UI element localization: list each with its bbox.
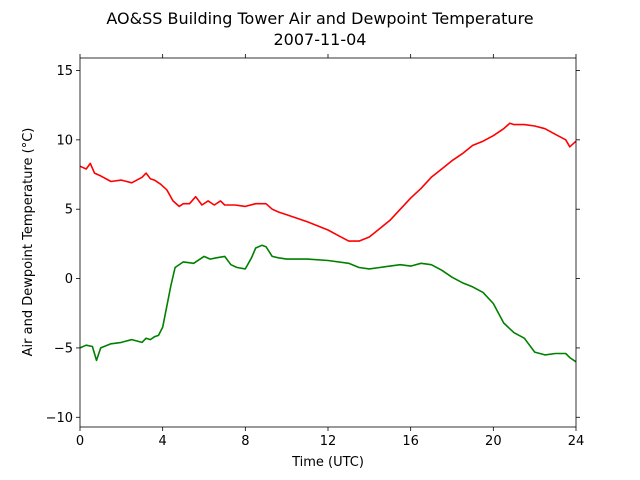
chart-subtitle: 2007-11-04: [274, 30, 367, 49]
x-tick-label-4: 16: [402, 434, 419, 449]
plot-frame: [79, 57, 577, 428]
y-tick-label-4: 10: [56, 133, 73, 148]
x-tick-label-2: 8: [241, 434, 249, 449]
y-tick-label-3: 5: [65, 203, 73, 218]
chart-title: AO&SS Building Tower Air and Dewpoint Te…: [106, 9, 533, 28]
y-tick-label-2: 0: [65, 272, 73, 287]
x-tick-label-6: 24: [568, 434, 585, 449]
y-tick-label-5: 15: [56, 64, 73, 79]
y-axis-label: Air and Dewpoint Temperature (°C): [21, 128, 36, 357]
x-tick-label-5: 20: [485, 434, 502, 449]
y-tick-label-1: −5: [54, 341, 73, 356]
series-line-1: [79, 244, 577, 363]
x-tick-label-0: 0: [76, 434, 84, 449]
axis-ticks: 0 4 8 12 16 20 24 −10 −5 0 5 10 15: [46, 54, 585, 449]
plot-lines: [79, 122, 577, 363]
x-tick-label-3: 12: [320, 434, 337, 449]
x-axis-label: Time (UTC): [291, 455, 364, 470]
y-tick-label-0: −10: [46, 411, 73, 426]
series-line-0: [79, 122, 577, 242]
x-tick-label-1: 4: [159, 434, 167, 449]
